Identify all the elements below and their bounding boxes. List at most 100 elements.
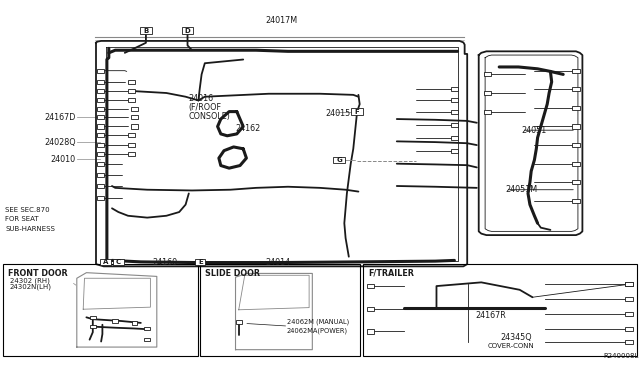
Bar (128, 133, 135, 137)
Text: 24010: 24010 (51, 155, 76, 164)
Text: SEE SEC.870: SEE SEC.870 (5, 207, 50, 213)
Text: 24167R: 24167R (475, 311, 506, 320)
Bar (451, 122, 458, 126)
Bar (367, 307, 374, 311)
Bar (484, 109, 492, 114)
Bar (97, 68, 104, 73)
Bar (113, 259, 124, 265)
Text: B: B (143, 28, 148, 33)
Text: CONSOLE): CONSOLE) (189, 112, 230, 121)
Bar (97, 80, 104, 84)
Text: 24160: 24160 (152, 258, 177, 267)
Bar (573, 161, 580, 166)
Bar (131, 124, 138, 128)
Bar (451, 109, 458, 114)
Bar (484, 91, 492, 95)
Bar (625, 282, 633, 286)
Text: 24015: 24015 (325, 109, 350, 118)
Bar (100, 259, 111, 265)
Text: 24302 (RH): 24302 (RH) (10, 278, 49, 284)
Bar (90, 315, 96, 319)
Text: E: E (198, 259, 203, 265)
Bar (128, 143, 135, 147)
Bar (113, 319, 118, 323)
Bar (573, 106, 580, 110)
Text: F: F (355, 109, 360, 115)
Bar (145, 327, 150, 330)
Bar (97, 143, 104, 147)
Bar (97, 152, 104, 156)
Bar (451, 135, 458, 140)
Bar (128, 89, 135, 93)
Text: 24167D: 24167D (44, 113, 76, 122)
Bar (573, 87, 580, 91)
Polygon shape (77, 273, 157, 347)
Bar (367, 284, 374, 288)
Text: FOR SEAT: FOR SEAT (5, 217, 39, 222)
Text: (F/ROOF: (F/ROOF (189, 103, 222, 112)
Bar (625, 297, 633, 301)
Text: R240008L: R240008L (604, 353, 639, 359)
Polygon shape (96, 41, 467, 266)
Bar (182, 27, 193, 34)
Text: 24062M (MANUAL): 24062M (MANUAL) (287, 318, 349, 324)
Bar (128, 80, 135, 84)
Bar (131, 106, 138, 111)
Text: FRONT DOOR: FRONT DOOR (8, 269, 68, 278)
Text: 24062MA(POWER): 24062MA(POWER) (287, 327, 348, 334)
Bar (97, 173, 104, 177)
Bar (3, 264, 198, 356)
Bar (451, 98, 458, 102)
Bar (128, 97, 135, 102)
Bar (573, 143, 580, 147)
Bar (573, 124, 580, 128)
Text: D: D (185, 28, 190, 33)
Bar (451, 87, 458, 91)
Polygon shape (479, 51, 582, 235)
Polygon shape (236, 273, 312, 350)
Text: SUB-HARNESS: SUB-HARNESS (5, 226, 55, 232)
Bar (333, 157, 345, 163)
Text: 24051: 24051 (522, 126, 547, 135)
Text: 24345Q: 24345Q (500, 333, 532, 342)
Text: G: G (337, 157, 342, 163)
Text: COVER-CONN: COVER-CONN (488, 343, 534, 349)
Text: 24162: 24162 (236, 124, 260, 133)
Bar (573, 199, 580, 203)
Bar (625, 327, 633, 331)
Bar (97, 115, 104, 119)
Bar (131, 115, 138, 119)
Bar (97, 97, 104, 102)
Bar (573, 180, 580, 184)
Bar (97, 124, 104, 128)
Bar (132, 321, 138, 324)
Bar (625, 340, 633, 344)
Bar (451, 148, 458, 153)
Bar (90, 325, 96, 328)
Bar (625, 282, 633, 286)
Bar (625, 312, 633, 316)
Bar (97, 162, 104, 166)
Text: A: A (103, 259, 108, 265)
Bar (484, 72, 492, 76)
Text: 24051M: 24051M (506, 185, 538, 194)
Text: 24016: 24016 (189, 94, 214, 103)
Bar (351, 108, 363, 115)
Bar (200, 264, 360, 356)
Text: 24028Q: 24028Q (44, 138, 76, 147)
Bar (97, 184, 104, 188)
Bar (363, 264, 637, 356)
Text: 24017M: 24017M (266, 16, 298, 25)
Bar (195, 259, 205, 265)
Bar (97, 196, 104, 200)
Text: 24014: 24014 (266, 258, 291, 267)
Bar (573, 68, 580, 73)
Bar (97, 89, 104, 93)
Bar (128, 152, 135, 156)
Bar (145, 338, 150, 341)
Bar (367, 329, 374, 334)
Text: 24302N(LH): 24302N(LH) (10, 283, 52, 290)
Text: C: C (116, 259, 121, 265)
Bar (97, 133, 104, 137)
Bar (236, 320, 242, 324)
